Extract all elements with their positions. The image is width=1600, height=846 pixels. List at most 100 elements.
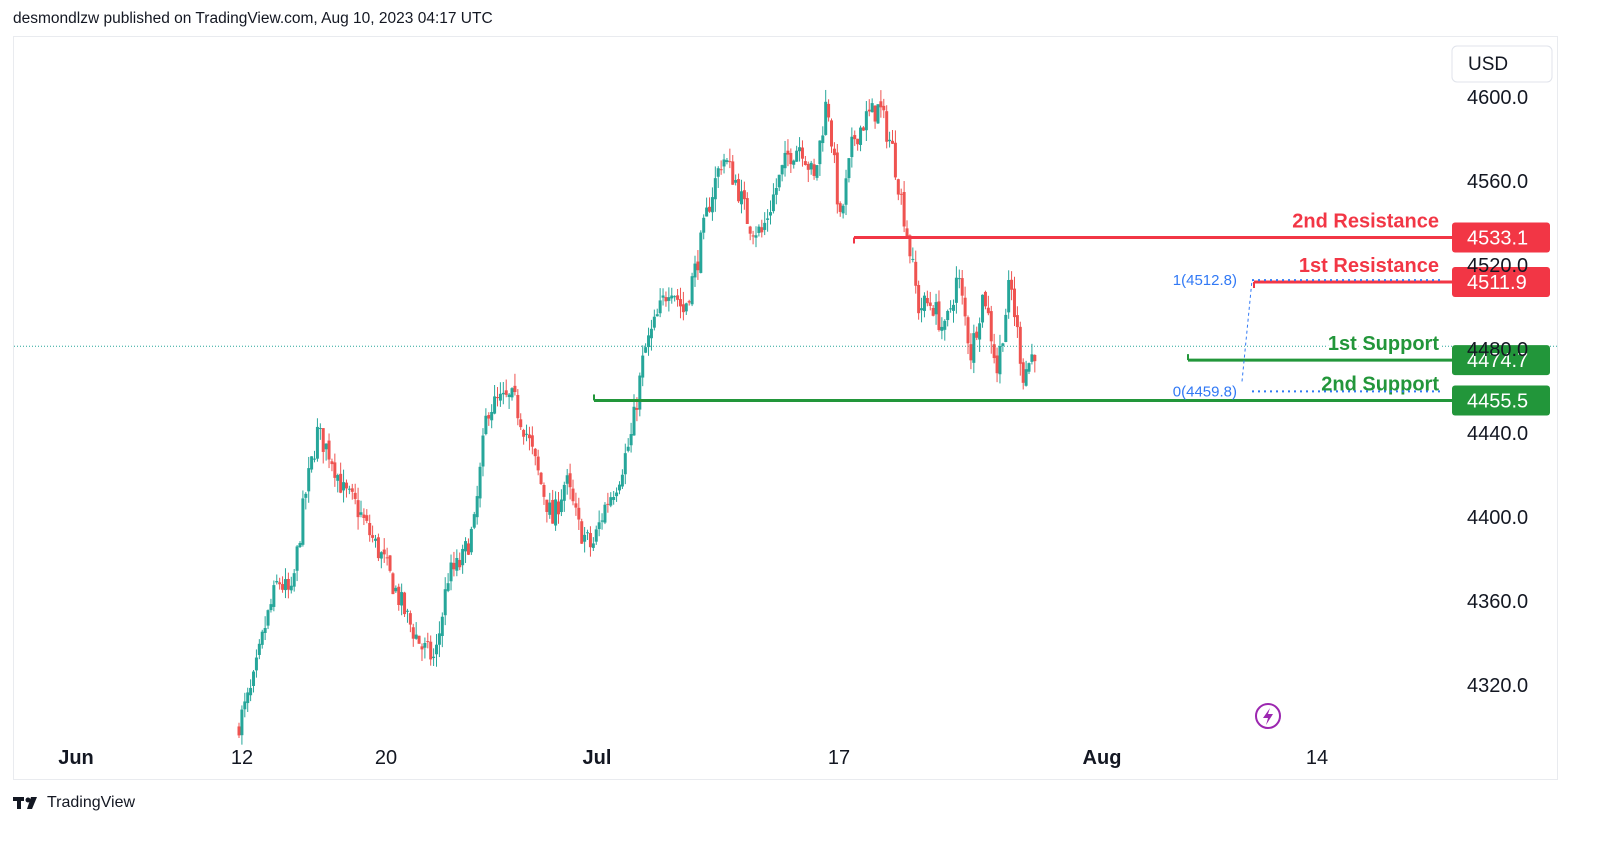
candle-body xyxy=(769,212,773,216)
footer-brand[interactable]: TradingView xyxy=(13,794,135,812)
candle-body xyxy=(615,492,619,497)
candle-body xyxy=(1030,354,1034,362)
time-tick-label: 14 xyxy=(1306,747,1328,769)
lightning-icon[interactable] xyxy=(1255,703,1281,729)
candle-body xyxy=(673,296,677,298)
candle-body xyxy=(708,206,712,212)
candle-body xyxy=(777,174,781,188)
candlestick-chart[interactable]: 2nd Resistance 4533.1 1st Resistance 4511.9… xyxy=(14,37,1559,781)
candle-body xyxy=(1012,288,1016,318)
candle-body xyxy=(911,258,915,260)
candle-body xyxy=(786,150,790,155)
candle-body xyxy=(252,671,256,687)
candle-body xyxy=(315,426,319,459)
time-tick-label: Jul xyxy=(583,747,612,769)
candle-body xyxy=(522,429,526,437)
candle-body xyxy=(676,295,680,300)
candle-body xyxy=(272,585,276,607)
candle-body xyxy=(565,475,569,484)
candle-body xyxy=(527,434,531,439)
candle-body xyxy=(388,555,392,571)
candle-body xyxy=(368,522,372,536)
candle-body xyxy=(824,101,828,135)
fib-level-label: 1(4512.8) xyxy=(1173,272,1237,289)
price-tick-label: 4440.0 xyxy=(1467,423,1528,445)
candle-body xyxy=(992,344,996,359)
candle-body xyxy=(1007,280,1011,313)
candle-body xyxy=(469,528,473,553)
candle-body xyxy=(336,475,340,481)
1st-resistance-label: 1st Resistance xyxy=(1299,255,1439,277)
candle-body xyxy=(530,435,534,447)
candle-body xyxy=(951,304,955,311)
candle-body xyxy=(745,198,749,224)
candle-body xyxy=(751,235,755,237)
candle-body xyxy=(583,534,587,542)
candle-body xyxy=(661,295,665,298)
candle-body xyxy=(998,346,1002,375)
candle-body xyxy=(757,226,761,233)
candle-body xyxy=(818,140,822,165)
candle-body xyxy=(318,428,322,430)
candle-body xyxy=(940,326,944,331)
currency-button[interactable]: USD xyxy=(1451,45,1553,83)
candle-body xyxy=(690,276,694,305)
time-axis[interactable]: Jun 12 20 Jul 17 Aug 14 xyxy=(58,747,1328,769)
candle-body xyxy=(856,138,860,145)
candle-body xyxy=(533,448,537,457)
candle-body xyxy=(783,152,787,169)
candle-body xyxy=(812,164,816,176)
candle-body xyxy=(600,520,604,522)
candle-body xyxy=(931,307,935,316)
candle-body xyxy=(580,521,584,544)
candle-body xyxy=(1033,355,1037,362)
candle-body xyxy=(925,297,929,304)
candle-body xyxy=(295,546,299,571)
candle-body xyxy=(937,301,941,330)
candle-body xyxy=(905,228,909,237)
candle-body xyxy=(350,488,354,492)
candle-body xyxy=(725,160,729,163)
chart-pane[interactable]: 2nd Resistance 4533.1 1st Resistance 4511.9… xyxy=(13,36,1559,781)
candle-body xyxy=(716,168,720,177)
candle-body xyxy=(934,302,938,315)
candle-body xyxy=(260,631,264,645)
candle-body xyxy=(847,158,851,179)
candle-body xyxy=(519,419,523,428)
candle-body xyxy=(789,152,793,165)
candle-body xyxy=(1027,363,1031,372)
currency-label: USD xyxy=(1468,54,1508,75)
candle-body xyxy=(702,217,706,233)
candle-body xyxy=(356,500,360,518)
candle-body xyxy=(292,573,296,587)
candle-body xyxy=(859,127,863,145)
candle-body xyxy=(655,314,659,317)
candle-body xyxy=(647,335,651,348)
candle-body xyxy=(1024,369,1028,386)
price-tick-label: 4360.0 xyxy=(1467,591,1528,613)
candle-body xyxy=(304,493,308,498)
time-tick-label: 12 xyxy=(231,747,253,769)
candle-body xyxy=(795,150,799,162)
candle-body xyxy=(458,559,462,568)
candle-body xyxy=(298,543,302,548)
candle-body xyxy=(1015,315,1019,328)
candle-body xyxy=(1001,343,1005,346)
candle-body xyxy=(365,515,369,521)
candle-body xyxy=(539,472,543,485)
candle-body xyxy=(481,435,485,467)
candle-body xyxy=(957,278,961,280)
candle-body xyxy=(423,643,427,648)
candle-body xyxy=(850,136,854,158)
candle-body xyxy=(408,613,412,625)
candle-body xyxy=(452,562,456,570)
candle-body xyxy=(429,641,433,660)
candle-body xyxy=(821,135,825,144)
candle-body xyxy=(609,497,613,506)
candle-body xyxy=(800,147,804,159)
candle-body xyxy=(571,488,575,502)
price-axis[interactable]: 4600.0 4560.0 4520.0 4480.0 4440.0 4400.0 4360… xyxy=(1467,87,1528,697)
candle-body xyxy=(658,300,662,314)
candle-body xyxy=(269,604,273,611)
candle-body xyxy=(975,331,979,338)
